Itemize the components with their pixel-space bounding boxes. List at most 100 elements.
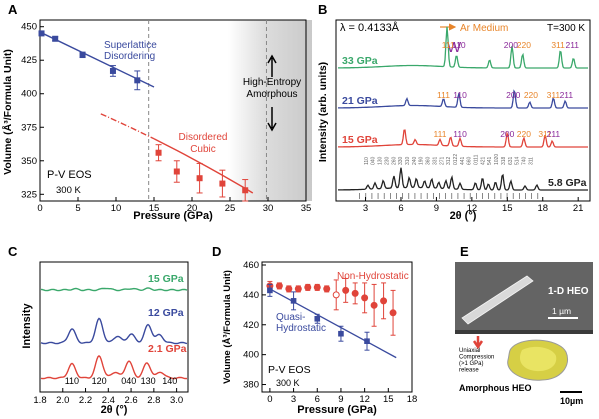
panel-c-y-label: Intensity: [21, 303, 33, 349]
reflection-label: 260: [391, 156, 397, 165]
reflection-label: 110: [364, 157, 370, 165]
pressure-label: 15 GPa: [148, 273, 184, 285]
arrow-up-icon: [267, 54, 277, 77]
data-point: [267, 287, 273, 294]
reflection-label: 318: [501, 156, 507, 165]
pressure-label: 33 GPa: [342, 55, 378, 67]
panel-a: 0 5 10 15 20 25 30 35 325 350 375 400 425 450 A Pres…: [1, 2, 312, 222]
phase-boundary-lines: [148, 20, 267, 201]
miller-index-label: 220: [517, 129, 531, 139]
y-tick-label: 380: [243, 380, 259, 391]
x-tick-label: 6: [315, 394, 320, 405]
temperature-label: T=300 K: [547, 23, 585, 34]
x-tick-label: 9: [338, 394, 343, 405]
miller-index-label: 311: [547, 90, 561, 100]
reflection-label: 130: [378, 156, 384, 165]
miller-index-label: 111: [442, 40, 455, 50]
x-tick-label: 12: [359, 394, 370, 405]
miller-index-label: 110: [453, 129, 467, 139]
panel-c-patterns: 15 GPa 12 GPa 2.1 GPa: [40, 273, 188, 380]
w-label: W: [447, 39, 462, 56]
panel-a-letter: A: [8, 2, 18, 17]
x-tick-label: 2.4: [102, 395, 115, 406]
pattern-2: [40, 355, 188, 380]
xrd-pattern-0: [338, 26, 588, 69]
data-point: [332, 291, 340, 299]
panel-d-x-ticks: 0 3 6 9 12 15 18: [267, 388, 417, 405]
reflection-label: 190: [419, 156, 425, 165]
disordered-cubic-label: Disordered Cubic: [179, 132, 228, 155]
x-tick-label: 15: [149, 203, 160, 214]
reflection-label: 040: [371, 156, 377, 165]
reflection-label: 441: [460, 156, 466, 165]
reflection-label: 421: [480, 156, 486, 165]
y-tick-label: 440: [243, 290, 259, 301]
data-point: [285, 285, 293, 293]
reflection-label: 230: [384, 156, 390, 165]
panel-c-x-ticks: 1.8 2.0 2.2 2.4 2.6 2.8 3.0: [33, 388, 183, 406]
data-point: [290, 298, 297, 304]
reflection-label: 660: [467, 156, 473, 165]
scale-bar-top-label: 1 µm: [552, 306, 571, 316]
high-entropy-amorphous-label: High-Entropy Amorphous: [243, 77, 301, 100]
x-tick-label: 9: [434, 203, 439, 214]
compression-arrow-icon: [472, 336, 484, 350]
panel-a-y-label: Volume (Å³/Formula Unit): [1, 49, 14, 175]
x-tick-label: 21: [573, 203, 584, 214]
panel-a-x-label: Pressure (GPa): [133, 210, 213, 222]
miller-index-label: 220: [524, 90, 538, 100]
miller-index-label: 120: [92, 376, 107, 386]
miller-index-label: 140: [162, 376, 177, 386]
reflection-label: 0122: [453, 154, 459, 165]
miller-index-label: 211: [560, 90, 574, 100]
x-tick-label: 15: [383, 394, 394, 405]
amorphous-region-shading: [228, 20, 312, 201]
pressure-label: 15 GPa: [342, 134, 378, 146]
pressure-label: 12 GPa: [148, 307, 184, 319]
miller-index-label: 040: [121, 376, 136, 386]
reflection-label: 1020: [494, 154, 500, 165]
wavelength-label: λ = 0.4133Å: [340, 21, 400, 34]
ar-medium-label: Ar Medium: [460, 23, 508, 34]
pressure-label: 5.8 GPa: [548, 177, 587, 189]
data-point: [338, 330, 344, 337]
x-tick-label: 6: [398, 203, 403, 214]
y-tick-label: 350: [21, 156, 37, 167]
data-point: [361, 294, 369, 302]
panel-a-x-ticks: 0 5 10 15 20 25 30 35: [37, 197, 311, 214]
x-tick-label: 2.2: [79, 395, 92, 406]
miller-index-label: 200: [500, 129, 514, 139]
data-point: [370, 301, 378, 309]
reflection-label: 330: [398, 156, 404, 165]
x-tick-label: 35: [301, 203, 312, 214]
panel-c-letter: C: [8, 244, 18, 259]
x-tick-label: 1.8: [33, 395, 46, 406]
panel-a-y-ticks: 325 350 375 400 425 450: [21, 22, 44, 200]
panel-d-eos-label: P-V EOS: [268, 364, 311, 376]
panel-d-letter: D: [212, 244, 221, 259]
data-point: [79, 51, 86, 58]
panel-d-temp-label: 300 K: [276, 378, 300, 388]
panel-d-data-points: [266, 277, 397, 351]
x-tick-label: 2.8: [147, 395, 160, 406]
compression-label: Uniaxial Compression (>1 GPa) release: [459, 348, 494, 374]
data-point: [294, 285, 302, 293]
data-point: [275, 282, 283, 290]
data-point: [314, 315, 321, 322]
x-tick-label: 3.0: [170, 395, 183, 406]
panel-a-data-points: [38, 30, 249, 202]
x-tick-label: 10: [111, 203, 122, 214]
data-point: [109, 67, 116, 74]
panel-c-miller-labels: 110 120 040 130 140: [65, 376, 178, 386]
data-point: [173, 168, 180, 175]
miller-index-label: 130: [141, 376, 156, 386]
panel-a-eos-label: P-V EOS: [47, 169, 92, 181]
pattern-1: [40, 317, 188, 345]
panel-d: D 0 3 6 9 12 15 18 380 400 420 440 460 Pressure (G…: [212, 244, 417, 416]
pressure-label: 2.1 GPa: [148, 343, 187, 355]
superlattice-disordering-label: Superlattice Disordering: [104, 40, 157, 62]
x-tick-label: 25: [225, 203, 236, 214]
quasi-hydrostatic-label: Quasi-Hydrostatic: [276, 312, 326, 334]
panel-d-y-ticks: 380 400 420 440 460: [243, 260, 266, 391]
